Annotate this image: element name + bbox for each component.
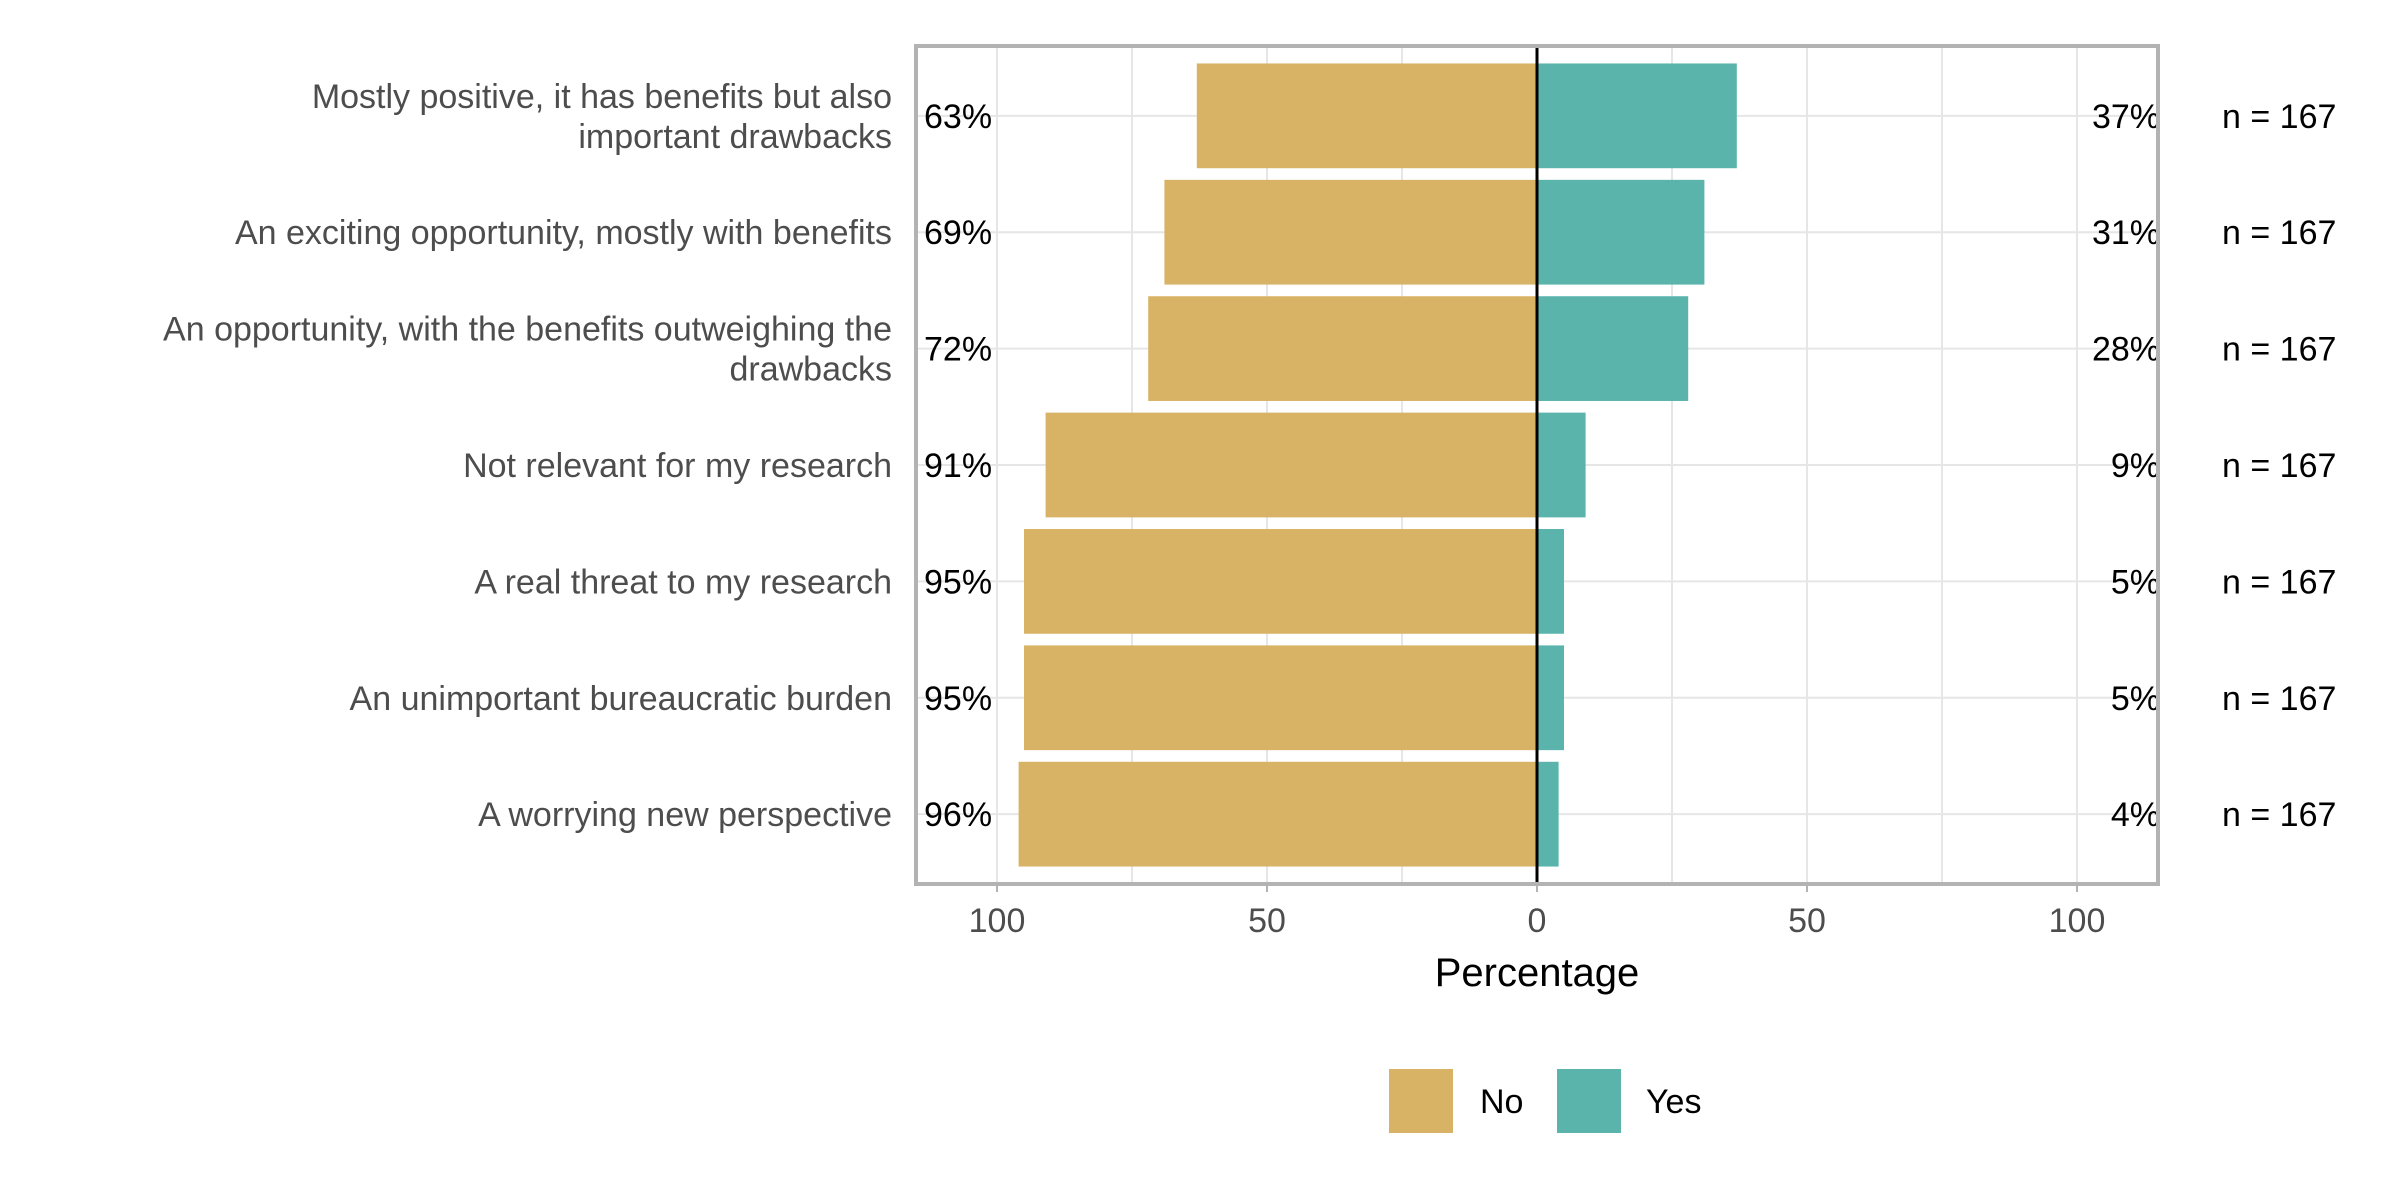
data-label-no: 96% [924, 796, 992, 834]
data-label-yes: 9% [2111, 447, 2160, 485]
bar-no [1196, 63, 1537, 169]
bar-yes [1537, 412, 1586, 518]
data-label-no: 63% [924, 98, 992, 136]
bar-yes [1537, 179, 1705, 285]
bar-yes [1537, 645, 1564, 751]
category-label: important drawbacks [578, 118, 892, 156]
category-label: An unimportant bureaucratic burden [350, 680, 892, 718]
n-label: n = 167 [2222, 447, 2336, 485]
n-label: n = 167 [2222, 331, 2336, 369]
x-tick-label: 0 [1528, 902, 1547, 940]
legend-layer: No Yes [1387, 1067, 1701, 1135]
x-tick-label: 50 [1248, 902, 1286, 940]
data-label-no: 72% [924, 331, 992, 369]
x-axis-title: Percentage [1435, 951, 1640, 995]
bar-no [1018, 761, 1537, 867]
bar-yes [1537, 761, 1559, 867]
bar-yes [1537, 296, 1689, 401]
category-label: Not relevant for my research [463, 447, 892, 485]
data-label-yes: 5% [2111, 680, 2160, 718]
category-label: drawbacks [729, 351, 892, 389]
bar-yes [1537, 63, 1737, 169]
legend-label: No [1480, 1083, 1523, 1121]
n-label: n = 167 [2222, 214, 2336, 252]
n-label: n = 167 [2222, 680, 2336, 718]
bar-no [1045, 412, 1537, 518]
bar-yes [1537, 529, 1564, 634]
data-label-no: 95% [924, 680, 992, 718]
data-label-no: 69% [924, 214, 992, 252]
bar-layer [1018, 63, 1737, 867]
legend-key [1387, 1067, 1455, 1135]
bar-no [1164, 179, 1537, 285]
category-label: An opportunity, with the benefits outwei… [163, 311, 892, 349]
x-tick-label: 100 [969, 902, 1026, 940]
data-label-no: 95% [924, 563, 992, 601]
category-label: A real threat to my research [474, 563, 892, 601]
category-label: An exciting opportunity, mostly with ben… [235, 214, 892, 252]
data-label-yes: 28% [2092, 331, 2160, 369]
data-label-yes: 5% [2111, 563, 2160, 601]
label-layer: Mostly positive, it has benefits but als… [163, 78, 2336, 834]
legend-key [1555, 1067, 1623, 1135]
bar-no [1024, 645, 1537, 751]
x-tick-label: 100 [2049, 902, 2106, 940]
data-label-yes: 4% [2111, 796, 2160, 834]
bar-no [1148, 296, 1537, 401]
category-label: Mostly positive, it has benefits but als… [312, 78, 892, 116]
axis-layer: 100 50 0 50 100 Percentage [914, 44, 2160, 995]
category-label: A worrying new perspective [478, 796, 892, 834]
n-label: n = 167 [2222, 563, 2336, 601]
n-label: n = 167 [2222, 98, 2336, 136]
bar-no [1024, 529, 1537, 634]
legend-label: Yes [1646, 1083, 1701, 1121]
n-label: n = 167 [2222, 796, 2336, 834]
data-label-no: 91% [924, 447, 992, 485]
x-tick-label: 50 [1788, 902, 1826, 940]
data-label-yes: 31% [2092, 214, 2160, 252]
data-label-yes: 37% [2092, 98, 2160, 136]
